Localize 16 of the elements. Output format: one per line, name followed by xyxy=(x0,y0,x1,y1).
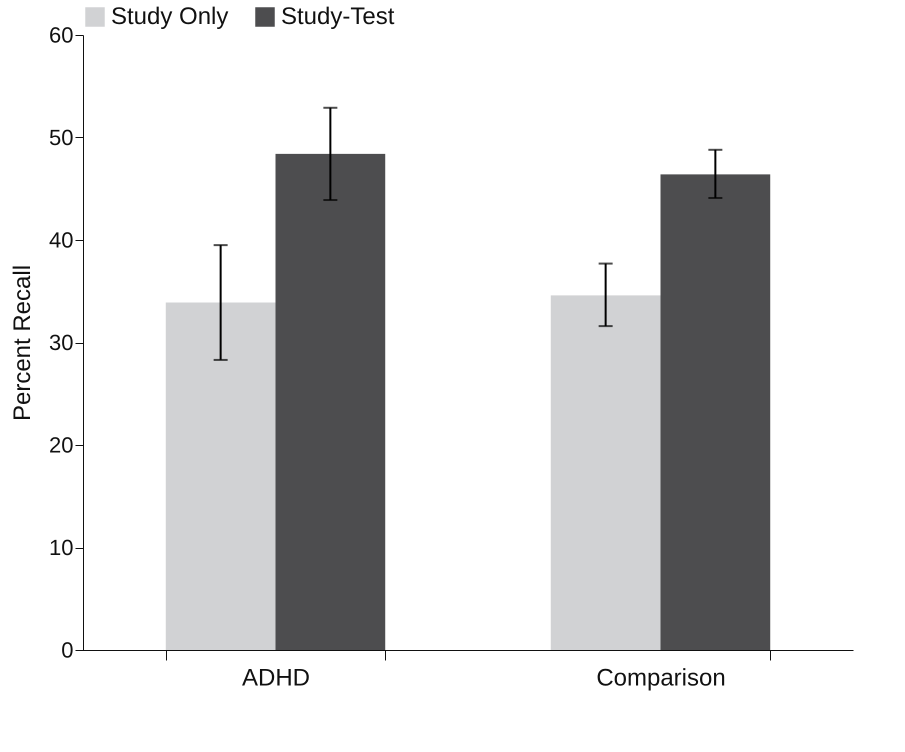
y-tick-label: 40 xyxy=(49,228,74,252)
y-tick-label: 50 xyxy=(49,125,74,150)
bar xyxy=(166,302,276,650)
bar xyxy=(660,174,770,650)
y-tick-label: 30 xyxy=(49,330,74,355)
x-tick-label: Comparison xyxy=(596,664,726,692)
y-axis-title: Percent Recall xyxy=(9,264,36,422)
y-tick-label: 0 xyxy=(61,638,74,662)
bar xyxy=(550,295,660,650)
bar xyxy=(276,154,386,650)
legend-label: Study-Test xyxy=(281,3,395,30)
x-tick-label: ADHD xyxy=(242,664,310,692)
y-tick-label: 20 xyxy=(49,432,74,458)
y-tick-label: 10 xyxy=(49,535,74,560)
y-tick-label: 60 xyxy=(49,22,74,48)
legend-label: Study Only xyxy=(111,3,228,30)
